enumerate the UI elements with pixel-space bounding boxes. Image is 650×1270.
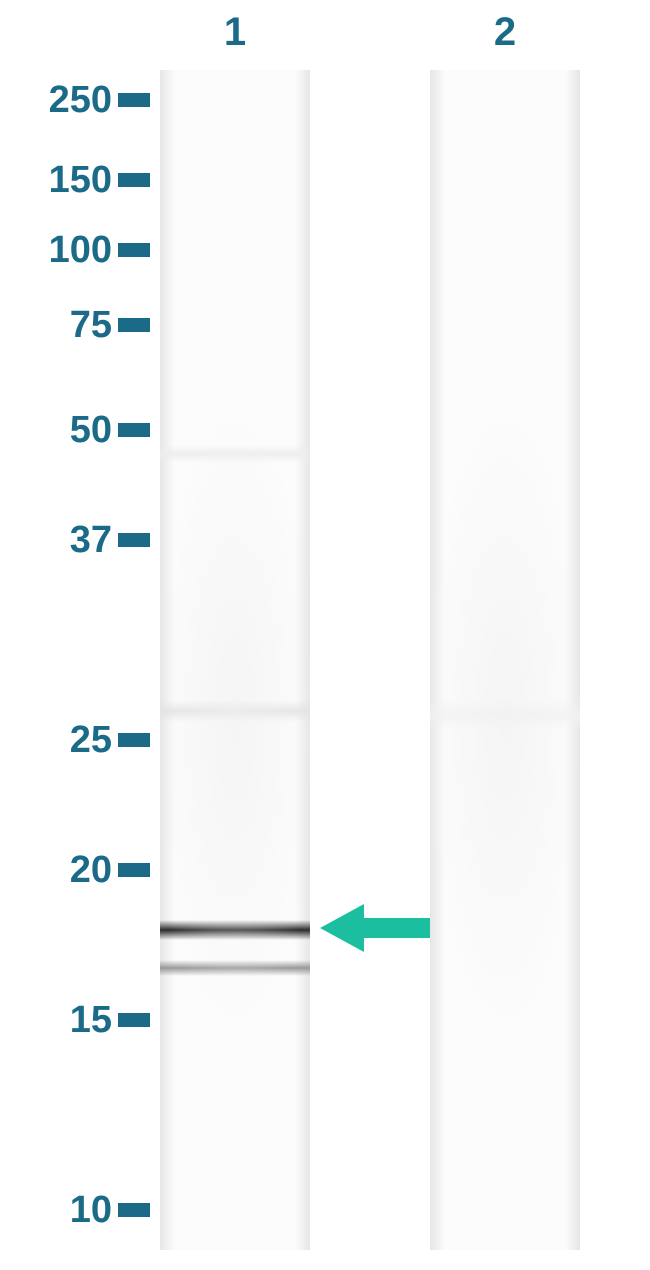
arrow-left-icon — [320, 900, 430, 956]
lane-label-1: 1 — [160, 10, 310, 55]
marker-row: 25 — [0, 721, 150, 759]
marker-row: 150 — [0, 161, 150, 199]
marker-value: 50 — [70, 409, 118, 452]
marker-row: 50 — [0, 411, 150, 449]
marker-tick — [118, 733, 150, 747]
lane-1 — [160, 70, 310, 1250]
marker-tick — [118, 243, 150, 257]
marker-value: 37 — [70, 519, 118, 562]
band-arrow — [320, 900, 430, 956]
marker-value: 100 — [49, 229, 118, 272]
marker-row: 100 — [0, 231, 150, 269]
marker-tick — [118, 173, 150, 187]
marker-row: 250 — [0, 81, 150, 119]
marker-value: 15 — [70, 999, 118, 1042]
lane-label-2: 2 — [430, 10, 580, 55]
marker-tick — [118, 423, 150, 437]
marker-value: 250 — [49, 79, 118, 122]
lane-smudge — [430, 70, 580, 1250]
lane-2 — [430, 70, 580, 1250]
band — [160, 445, 310, 463]
marker-tick — [118, 1203, 150, 1217]
marker-tick — [118, 93, 150, 107]
marker-value: 10 — [70, 1189, 118, 1232]
marker-tick — [118, 318, 150, 332]
marker-value: 20 — [70, 849, 118, 892]
marker-row: 20 — [0, 851, 150, 889]
marker-row: 10 — [0, 1191, 150, 1229]
band — [160, 700, 310, 722]
marker-tick — [118, 863, 150, 877]
marker-value: 75 — [70, 304, 118, 347]
marker-tick — [118, 533, 150, 547]
band — [160, 920, 310, 940]
lane-smudge — [160, 70, 310, 1250]
marker-value: 25 — [70, 719, 118, 762]
band — [160, 960, 310, 976]
marker-row: 37 — [0, 521, 150, 559]
marker-value: 150 — [49, 159, 118, 202]
marker-tick — [118, 1013, 150, 1027]
marker-row: 75 — [0, 306, 150, 344]
blot-canvas: 1 2 250 150 100 75 50 37 25 20 15 10 — [0, 0, 650, 1270]
band — [430, 700, 580, 730]
marker-row: 15 — [0, 1001, 150, 1039]
